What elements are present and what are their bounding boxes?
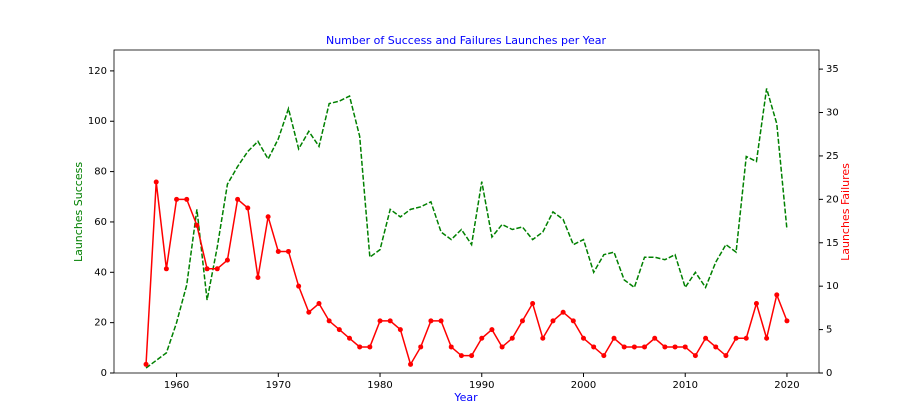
data-point bbox=[184, 196, 190, 202]
data-point bbox=[723, 353, 729, 359]
data-point bbox=[347, 335, 353, 341]
data-point bbox=[692, 353, 698, 359]
data-point bbox=[509, 335, 515, 341]
data-point bbox=[733, 335, 739, 341]
data-point bbox=[265, 214, 271, 220]
data-point bbox=[540, 335, 546, 341]
data-point bbox=[713, 344, 719, 350]
data-point bbox=[469, 353, 475, 359]
data-point bbox=[296, 283, 302, 289]
data-point bbox=[764, 335, 770, 341]
data-point bbox=[642, 344, 648, 350]
data-point bbox=[458, 353, 464, 359]
data-point bbox=[560, 309, 566, 315]
data-point bbox=[153, 179, 159, 185]
data-point bbox=[743, 335, 749, 341]
data-point bbox=[580, 335, 586, 341]
data-point bbox=[387, 318, 393, 324]
y-tick-label: 40 bbox=[94, 267, 107, 278]
y-tick-label: 60 bbox=[94, 217, 107, 228]
data-point bbox=[479, 335, 485, 341]
y-tick-label: 0 bbox=[101, 368, 107, 379]
data-point bbox=[703, 335, 709, 341]
data-point bbox=[682, 344, 688, 350]
data-point bbox=[438, 318, 444, 324]
y2-tick-label: 25 bbox=[826, 151, 839, 162]
chart-title: Number of Success and Failures Launches … bbox=[326, 34, 607, 47]
x-tick-label: 2000 bbox=[571, 380, 596, 391]
series-line bbox=[145, 88, 788, 369]
y2-tick-label: 10 bbox=[826, 281, 839, 292]
data-point bbox=[235, 196, 241, 202]
data-point bbox=[408, 361, 414, 367]
data-point bbox=[326, 318, 332, 324]
data-point bbox=[306, 309, 312, 315]
data-point bbox=[163, 266, 169, 272]
data-point bbox=[397, 327, 403, 333]
data-point bbox=[275, 248, 281, 254]
y2-tick-label: 30 bbox=[826, 108, 839, 119]
series-line bbox=[145, 181, 788, 367]
data-point bbox=[550, 318, 556, 324]
x-tick-label: 1960 bbox=[164, 380, 189, 391]
data-point bbox=[204, 266, 210, 272]
data-point bbox=[316, 301, 322, 307]
data-point bbox=[601, 353, 607, 359]
data-point bbox=[631, 344, 637, 350]
data-point bbox=[499, 344, 505, 350]
data-point bbox=[428, 318, 434, 324]
data-point bbox=[336, 327, 342, 333]
data-point bbox=[672, 344, 678, 350]
data-point bbox=[753, 301, 759, 307]
data-point bbox=[591, 344, 597, 350]
y-axis-label: Launches Success bbox=[72, 162, 85, 262]
x-tick-label: 2010 bbox=[672, 380, 697, 391]
data-point bbox=[174, 196, 180, 202]
y2-tick-label: 35 bbox=[826, 64, 839, 75]
data-point bbox=[621, 344, 627, 350]
x-axis-label: Year bbox=[453, 391, 478, 404]
plot-frame bbox=[113, 49, 820, 374]
y2-tick-label: 15 bbox=[826, 238, 839, 249]
y-tick-label: 20 bbox=[94, 318, 107, 329]
data-point bbox=[377, 318, 383, 324]
data-point bbox=[214, 266, 220, 272]
data-point bbox=[255, 274, 261, 280]
data-point bbox=[530, 301, 536, 307]
x-tick-label: 1990 bbox=[469, 380, 494, 391]
data-point bbox=[662, 344, 668, 350]
data-point bbox=[570, 318, 576, 324]
data-point bbox=[519, 318, 525, 324]
x-tick-label: 1980 bbox=[367, 380, 392, 391]
y2-tick-label: 0 bbox=[826, 368, 832, 379]
y-tick-label: 100 bbox=[88, 116, 107, 127]
data-point bbox=[357, 344, 363, 350]
y-tick-label: 120 bbox=[88, 66, 107, 77]
y2-axis-label: Launches Failures bbox=[839, 163, 852, 261]
data-point bbox=[245, 205, 251, 211]
y2-tick-label: 20 bbox=[826, 194, 839, 205]
data-point bbox=[774, 292, 780, 298]
data-point bbox=[367, 344, 373, 350]
data-point bbox=[224, 257, 230, 263]
data-point bbox=[448, 344, 454, 350]
x-tick-label: 2020 bbox=[774, 380, 799, 391]
data-point bbox=[418, 344, 424, 350]
data-point bbox=[143, 361, 149, 367]
data-point bbox=[194, 222, 200, 228]
y-tick-label: 80 bbox=[94, 167, 107, 178]
x-tick-label: 1970 bbox=[266, 380, 291, 391]
data-point bbox=[652, 335, 658, 341]
data-point bbox=[784, 318, 790, 324]
data-point bbox=[611, 335, 617, 341]
y2-tick-label: 5 bbox=[826, 325, 832, 336]
data-point bbox=[285, 248, 291, 254]
data-point bbox=[489, 327, 495, 333]
